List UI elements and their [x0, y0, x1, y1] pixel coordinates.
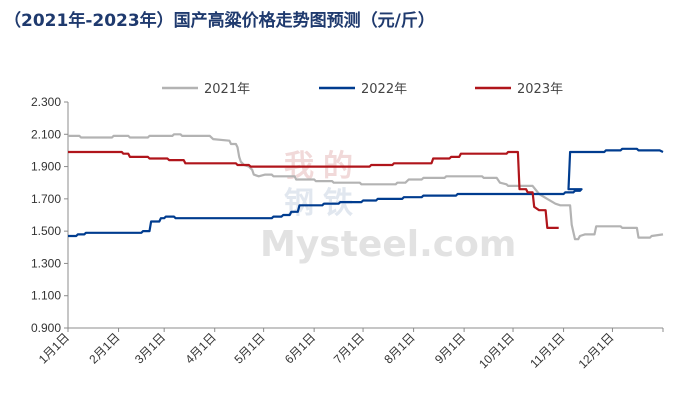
y-tick-label: 1.900: [31, 160, 61, 174]
x-tick-label: 1月1日: [36, 330, 72, 366]
y-tick-label: 1.300: [31, 256, 61, 270]
x-tick-label: 5月1日: [231, 330, 267, 366]
y-tick-label: 2.300: [31, 95, 61, 109]
y-tick-label: 1.700: [31, 192, 61, 206]
x-tick-label: 3月1日: [132, 330, 168, 366]
y-tick-label: 0.900: [31, 321, 61, 335]
legend-label: 2021年: [204, 82, 250, 97]
watermark-brand: Mysteel.com: [260, 224, 516, 265]
series-line-2021年: [68, 133, 664, 241]
legend-label: 2023年: [517, 82, 563, 97]
series-line-2023年: [68, 150, 559, 229]
y-tick-label: 1.100: [31, 289, 61, 303]
y-tick-label: 2.100: [31, 127, 61, 141]
legend-label: 2022年: [361, 82, 407, 97]
chart-title: （2021年-2023年）国产高粱价格走势图预测（元/斤）: [4, 11, 435, 31]
chart-series: [68, 133, 664, 241]
x-tick-label: 8月1日: [381, 330, 417, 366]
x-tick-label: 10月1日: [476, 330, 517, 371]
x-tick-label: 7月1日: [331, 330, 367, 366]
x-tick-label: 11月1日: [527, 330, 567, 370]
x-tick-label: 4月1日: [183, 330, 219, 366]
chart-legend: 2021年 2022年 2023年: [162, 82, 563, 97]
series-line-2022年: [68, 147, 664, 238]
x-tick-label: 12月1日: [576, 330, 617, 371]
x-tick-label: 9月1日: [432, 330, 468, 366]
x-tick-label: 6月1日: [282, 330, 318, 366]
y-tick-label: 1.500: [31, 224, 61, 238]
x-tick-label: 2月1日: [86, 330, 122, 366]
